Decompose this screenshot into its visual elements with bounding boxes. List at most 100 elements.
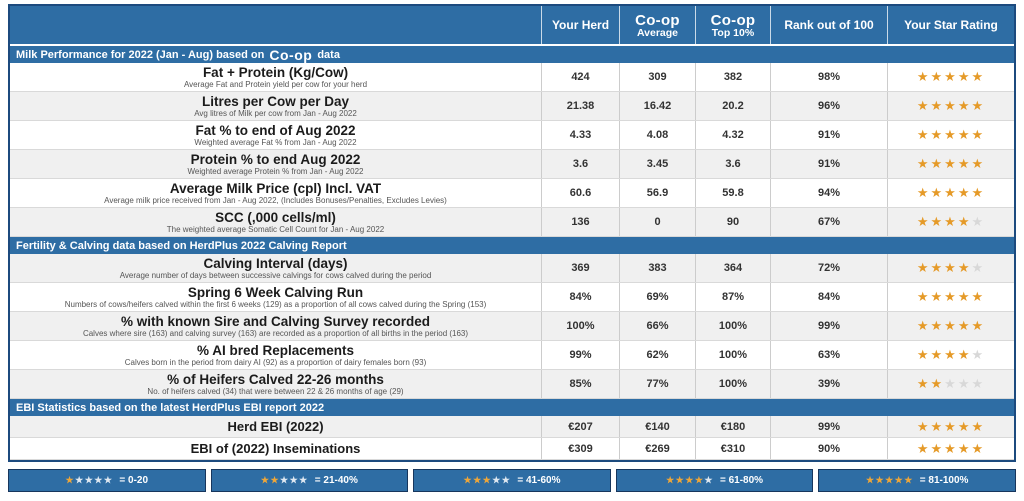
rank-value: 99% [770, 312, 887, 340]
metric-subtitle: Weighted average Protein % from Jan - Au… [187, 167, 364, 176]
rank-value: 90% [770, 438, 887, 459]
stars-filled-icon: ★★★★★ [916, 69, 986, 84]
stars-filled-icon: ★★★★★ [916, 440, 986, 456]
metric-title: Fat % to end of Aug 2022 [195, 123, 356, 138]
metric-title: Litres per Cow per Day [201, 94, 350, 109]
coop-top10-value: 20.2 [695, 92, 770, 120]
table-row: % of Heifers Calved 22-26 months No. of … [10, 370, 1014, 399]
rank-value: 94% [770, 179, 887, 207]
coop-top10-value: €180 [695, 416, 770, 437]
metric-title: % of Heifers Calved 22-26 months [167, 372, 384, 387]
metric-subtitle: Calves where sire (163) and calving surv… [82, 329, 469, 338]
metric-title: EBI of (2022) Inseminations [190, 441, 361, 456]
stars-filled-icon: ★★★★★ [916, 98, 986, 113]
table-row: % with known Sire and Calving Survey rec… [10, 312, 1014, 341]
section-title: Milk Performance for 2022 (Jan - Aug) ba… [16, 48, 265, 61]
rank-value: 39% [770, 370, 887, 398]
rank-value: 91% [770, 121, 887, 149]
coop-top10-value: 100% [695, 341, 770, 369]
section-title-suffix: data [317, 48, 340, 61]
rank-value: 72% [770, 254, 887, 282]
metric-subtitle: Average number of days between successiv… [119, 271, 432, 280]
stars-empty-icon: ★ [704, 475, 714, 485]
your-herd-value: 136 [541, 208, 619, 236]
coop-average-value: 62% [619, 341, 695, 369]
metric-subtitle: Average milk price received from Jan - A… [104, 196, 447, 205]
stars-filled-icon: ★★★★★ [916, 289, 986, 304]
legend-item-0-20: ★ ★★★★ = 0-20 [8, 469, 206, 492]
star-rating: ★★★★★ [887, 312, 1014, 340]
stars-filled-icon: ★★★★ [916, 260, 972, 275]
star-rating: ★★★★★ [887, 254, 1014, 282]
stars-filled-icon: ★★★ [463, 475, 493, 485]
star-rating: ★★★★★ [887, 208, 1014, 236]
your-herd-value: 424 [541, 63, 619, 91]
table-row: % AI bred Replacements Calves born in th… [10, 341, 1014, 370]
metric-label-cell: SCC (,000 cells/ml) The weighted average… [10, 208, 541, 236]
stars-empty-icon: ★★★ [944, 376, 986, 391]
metric-subtitle: The weighted average Somatic Cell Count … [166, 225, 385, 234]
column-header-rank: Rank out of 100 [770, 6, 887, 44]
stars-filled-icon: ★★★★★ [916, 156, 986, 171]
legend-label: = 61-80% [719, 475, 764, 486]
metric-label-cell: Protein % to end Aug 2022 Weighted avera… [10, 150, 541, 178]
stars-empty-icon: ★ [971, 260, 986, 275]
rank-value: 99% [770, 416, 887, 437]
stars-filled-icon: ★★ [916, 376, 945, 391]
column-header-label: Co-op [710, 11, 756, 29]
your-herd-value: 99% [541, 341, 619, 369]
table-row: SCC (,000 cells/ml) The weighted average… [10, 208, 1014, 237]
metric-title: % AI bred Replacements [196, 343, 355, 358]
coop-average-value: 309 [619, 63, 695, 91]
your-herd-value: 21.38 [541, 92, 619, 120]
coop-top10-value: 100% [695, 312, 770, 340]
your-herd-value: 84% [541, 283, 619, 311]
section-title: Fertility & Calving data based on HerdPl… [16, 239, 347, 252]
rank-value: 91% [770, 150, 887, 178]
stars-filled-icon: ★★★★★ [865, 475, 914, 485]
metric-label-cell: Calving Interval (days) Average number o… [10, 254, 541, 282]
legend-label: = 41-60% [517, 475, 561, 486]
stars-filled-icon: ★★★★ [916, 214, 972, 229]
column-header-sublabel: Average [636, 26, 679, 39]
section-header-fertility-calving: Fertility & Calving data based on HerdPl… [10, 237, 1014, 254]
legend-label: = 0-20 [119, 475, 149, 486]
stars-filled-icon: ★★★★ [666, 475, 705, 485]
legend-label: = 81-100% [919, 475, 969, 486]
metric-title: Herd EBI (2022) [227, 419, 324, 434]
metric-subtitle: Avg litres of Milk per cow from Jan - Au… [194, 109, 357, 118]
star-rating: ★★★★★ [887, 438, 1014, 459]
your-herd-value: 85% [541, 370, 619, 398]
metric-title: % with known Sire and Calving Survey rec… [120, 314, 431, 329]
coop-average-value: 0 [619, 208, 695, 236]
rank-value: 96% [770, 92, 887, 120]
coop-top10-value: 59.8 [695, 179, 770, 207]
coop-average-value: 3.45 [619, 150, 695, 178]
coop-average-value: 4.08 [619, 121, 695, 149]
column-header-metric-blank [10, 6, 541, 44]
metric-label-cell: % of Heifers Calved 22-26 months No. of … [10, 370, 541, 398]
metric-subtitle: Weighted average Fat % from Jan - Aug 20… [194, 138, 357, 147]
legend-label: = 21-40% [314, 475, 358, 486]
rank-value: 98% [770, 63, 887, 91]
coop-top10-value: 87% [695, 283, 770, 311]
star-rating: ★★★★★ [887, 121, 1014, 149]
coop-average-value: 66% [619, 312, 695, 340]
coop-average-value: 77% [619, 370, 695, 398]
table-row: EBI of (2022) Inseminations €309 €269 €3… [10, 438, 1014, 460]
your-herd-value: €207 [541, 416, 619, 437]
coop-average-value: €140 [619, 416, 695, 437]
coop-top10-value: 364 [695, 254, 770, 282]
rank-value: 84% [770, 283, 887, 311]
legend-item-21-40: ★★ ★★★ = 21-40% [210, 469, 409, 492]
your-herd-value: €309 [541, 438, 619, 459]
your-herd-value: 3.6 [541, 150, 619, 178]
column-header-label: Your Herd [551, 18, 610, 32]
stars-empty-icon: ★★★ [280, 475, 309, 485]
metric-subtitle: Calves born in the period from dairy AI … [124, 358, 427, 367]
table-row: Litres per Cow per Day Avg litres of Mil… [10, 92, 1014, 121]
metric-label-cell: Fat + Protein (Kg/Cow) Average Fat and P… [10, 63, 541, 91]
your-herd-value: 4.33 [541, 121, 619, 149]
metric-title: Calving Interval (days) [203, 256, 348, 271]
metric-subtitle: Average Fat and Protein yield per cow fo… [183, 80, 368, 89]
